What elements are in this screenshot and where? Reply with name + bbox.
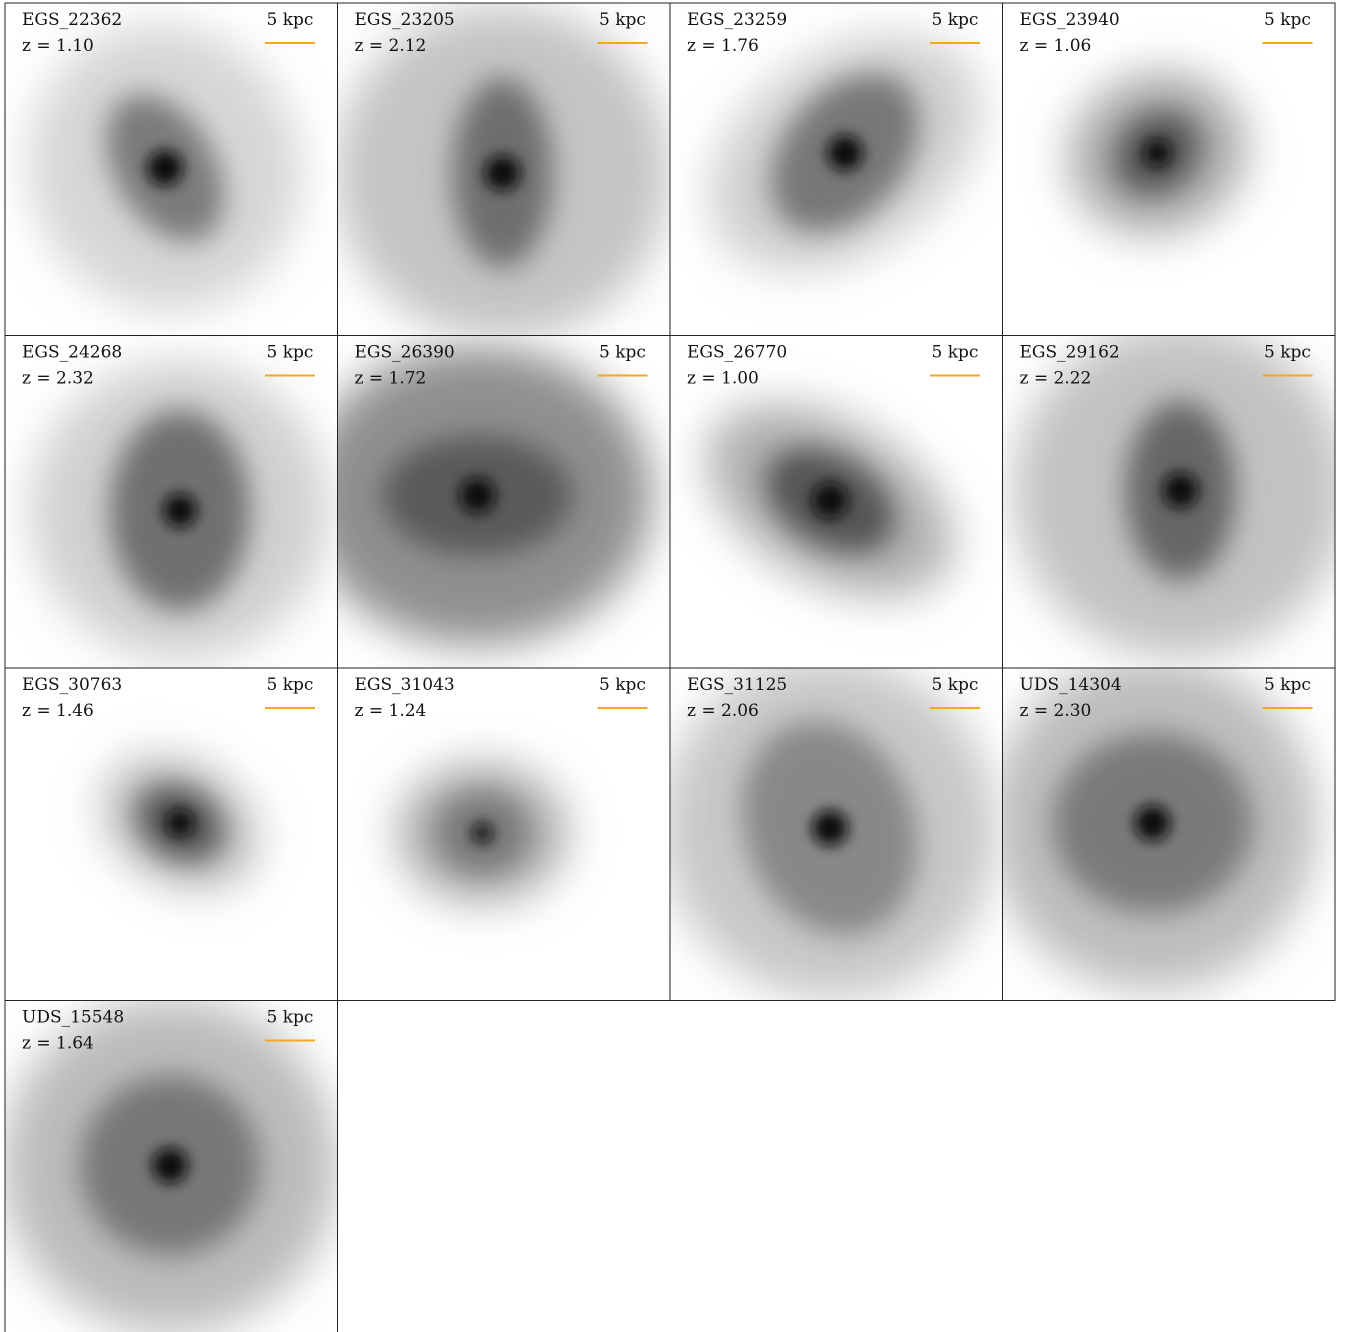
galaxy-name: EGS_26770	[687, 343, 787, 363]
galaxy-name: EGS_29162	[1020, 343, 1120, 363]
galaxy-name: EGS_23940	[1020, 10, 1120, 30]
redshift-label: z = 1.00	[687, 369, 759, 389]
galaxy-image	[5, 335, 338, 668]
galaxy-image	[670, 3, 1003, 336]
galaxy-name: EGS_26390	[355, 343, 455, 363]
galaxy-name: EGS_22362	[22, 10, 122, 30]
scale-label: 5 kpc	[1264, 343, 1311, 363]
scale-label: 5 kpc	[932, 675, 979, 695]
scale-label: 5 kpc	[267, 10, 314, 30]
galaxy-image	[5, 3, 338, 336]
redshift-label: z = 1.24	[355, 701, 427, 721]
scale-label: 5 kpc	[267, 1008, 314, 1028]
panel-border	[4, 1000, 338, 1332]
galaxy-core	[1143, 139, 1172, 167]
redshift-label: z = 2.32	[22, 369, 94, 389]
redshift-label: z = 1.72	[355, 369, 427, 389]
galaxy-core	[163, 493, 197, 528]
redshift-label: z = 1.10	[22, 36, 94, 56]
galaxy-core	[812, 482, 848, 519]
scale-label: 5 kpc	[267, 675, 314, 695]
galaxy-image	[1002, 668, 1335, 1001]
redshift-label: z = 1.64	[22, 1034, 94, 1054]
redshift-label: z = 2.30	[1020, 701, 1092, 721]
scale-label: 5 kpc	[932, 343, 979, 363]
redshift-label: z = 2.06	[687, 701, 759, 721]
galaxy-name: EGS_24268	[22, 343, 122, 363]
scale-label: 5 kpc	[1264, 675, 1311, 695]
galaxy-image	[670, 668, 1003, 1001]
galaxy-image	[670, 335, 1003, 668]
galaxy-name: EGS_30763	[22, 675, 122, 695]
scale-label: 5 kpc	[1264, 10, 1311, 30]
redshift-label: z = 1.46	[22, 701, 94, 721]
galaxy-image	[1002, 3, 1335, 336]
galaxy-name: EGS_31043	[355, 675, 455, 695]
redshift-label: z = 1.06	[1020, 36, 1092, 56]
galaxy-image	[5, 1000, 338, 1332]
galaxy-image	[5, 668, 338, 1001]
redshift-label: z = 2.12	[355, 36, 427, 56]
galaxy-image	[1002, 335, 1335, 668]
scale-label: 5 kpc	[599, 10, 646, 30]
galaxy-name: EGS_23205	[355, 10, 455, 30]
galaxy-core	[459, 477, 496, 514]
galaxy-core	[147, 150, 183, 186]
galaxy-core	[166, 809, 194, 837]
galaxy-core	[152, 1147, 188, 1184]
galaxy-image	[337, 335, 670, 668]
galaxy-core	[827, 135, 863, 171]
galaxy-core	[472, 823, 493, 843]
scale-label: 5 kpc	[599, 343, 646, 363]
galaxy-name: UDS_14304	[1020, 675, 1122, 695]
galaxy-name: EGS_23259	[687, 10, 787, 30]
scale-label: 5 kpc	[267, 343, 314, 363]
galaxy-image	[337, 3, 670, 336]
scale-label: 5 kpc	[599, 675, 646, 695]
redshift-label: z = 1.76	[687, 36, 759, 56]
galaxy-core	[484, 155, 521, 191]
galaxy-core	[812, 810, 848, 846]
redshift-label: z = 2.22	[1020, 369, 1092, 389]
galaxy-core	[1134, 805, 1171, 841]
galaxy-name: EGS_31125	[687, 675, 787, 695]
panel-border	[1002, 667, 1336, 1001]
galaxy-image	[337, 668, 670, 1001]
galaxy-core	[1162, 472, 1199, 509]
galaxy-name: UDS_15548	[22, 1008, 124, 1028]
scale-label: 5 kpc	[932, 10, 979, 30]
